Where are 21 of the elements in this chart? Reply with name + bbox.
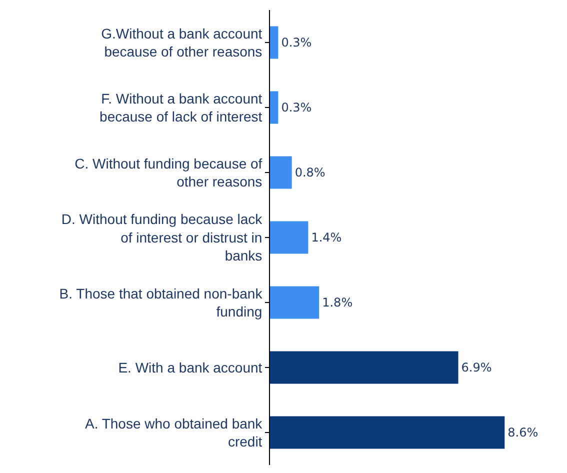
bar xyxy=(270,91,278,124)
y-tick-label: G.Without a bank account because of other reasons xyxy=(101,25,262,60)
data-label: 0.3% xyxy=(281,36,312,50)
bar xyxy=(270,351,458,384)
bar xyxy=(270,221,308,254)
data-label: 8.6% xyxy=(508,426,538,440)
y-tick-label: D. Without funding because lack of interest or distrust in banks xyxy=(61,211,264,264)
y-tick-label: C. Without funding because of other reasons xyxy=(74,155,262,190)
y-tick-label: F. Without a bank account because of lack of interest xyxy=(100,90,262,124)
bar xyxy=(270,156,292,189)
data-label: 0.8% xyxy=(294,166,326,180)
bar xyxy=(270,26,278,59)
data-label: 6.9% xyxy=(461,360,492,374)
y-tick-label: E. With a bank account xyxy=(118,359,262,376)
data-label: 1.8% xyxy=(322,296,353,310)
y-tick-label: A. Those who obtained bank credit xyxy=(84,415,264,450)
bar xyxy=(270,416,505,449)
data-label: 0.3% xyxy=(281,100,312,114)
data-label: 1.4% xyxy=(311,230,342,244)
bar xyxy=(270,286,320,319)
y-tick-label: B. Those that obtained non-bank funding xyxy=(59,285,264,320)
